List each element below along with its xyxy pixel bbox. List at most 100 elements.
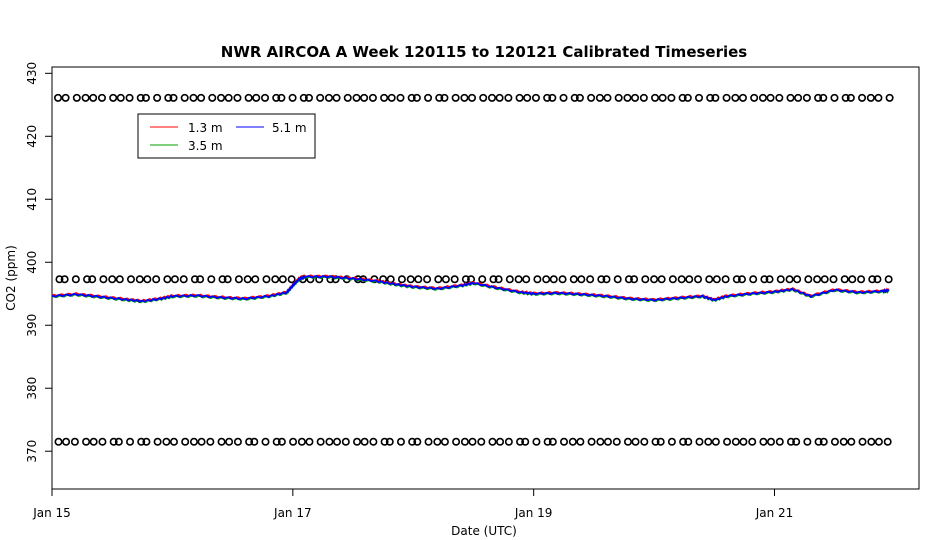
reference-point: [478, 275, 487, 284]
reference-point: [495, 93, 504, 102]
reference-point: [874, 437, 883, 446]
reference-point: [587, 437, 596, 446]
reference-point: [262, 275, 271, 284]
reference-point: [450, 275, 459, 284]
reference-point: [685, 275, 694, 284]
reference-point: [829, 275, 838, 284]
reference-point: [543, 437, 552, 446]
reference-point: [750, 93, 759, 102]
reference-point: [137, 437, 146, 446]
reference-point: [575, 93, 584, 102]
reference-point: [316, 437, 325, 446]
reference-point: [89, 437, 98, 446]
reference-point: [406, 275, 415, 284]
reference-point: [316, 93, 325, 102]
reference-point: [813, 275, 822, 284]
reference-point: [278, 275, 287, 284]
reference-point: [163, 275, 172, 284]
reference-point: [706, 93, 715, 102]
reference-point: [839, 437, 848, 446]
reference-point: [760, 275, 769, 284]
reference-point: [224, 93, 233, 102]
reference-point: [352, 93, 361, 102]
reference-point: [523, 93, 532, 102]
reference-point: [548, 93, 557, 102]
reference-point: [602, 275, 611, 284]
reference-point: [181, 437, 190, 446]
reference-point: [641, 275, 650, 284]
reference-point: [867, 437, 876, 446]
reference-point: [396, 93, 405, 102]
reference-point: [233, 93, 242, 102]
reference-point: [424, 437, 433, 446]
x-tick-label: Jan 21: [755, 506, 794, 520]
reference-point: [521, 437, 530, 446]
reference-point: [820, 275, 829, 284]
reference-point: [738, 93, 747, 102]
reference-point: [126, 437, 135, 446]
reference-point: [243, 275, 252, 284]
reference-point: [613, 275, 622, 284]
reference-point: [440, 93, 449, 102]
reference-point: [624, 275, 633, 284]
reference-point: [414, 275, 423, 284]
reference-point: [489, 275, 498, 284]
reference-point: [631, 93, 640, 102]
reference-point: [515, 93, 524, 102]
reference-point: [234, 275, 243, 284]
reference-point: [412, 93, 421, 102]
reference-point: [369, 437, 378, 446]
reference-point: [576, 437, 585, 446]
reference-point: [162, 437, 171, 446]
reference-point: [587, 93, 596, 102]
reference-point: [125, 93, 134, 102]
reference-point: [884, 275, 893, 284]
reference-point: [142, 437, 151, 446]
reference-point: [341, 437, 350, 446]
legend: 1.3 m 3.5 m 5.1 m: [137, 113, 316, 159]
reference-point: [612, 437, 621, 446]
reference-point: [343, 93, 352, 102]
reference-point: [542, 275, 551, 284]
reference-point: [108, 275, 117, 284]
y-tick-label: 420: [25, 125, 39, 148]
reference-point: [297, 437, 306, 446]
x-tick-label: Jan 17: [273, 506, 312, 520]
reference-point: [531, 93, 540, 102]
reference-point: [704, 437, 713, 446]
reference-point: [596, 437, 605, 446]
reference-point: [570, 93, 579, 102]
legend-label-3-5m: 3.5 m: [188, 139, 223, 153]
reference-point: [169, 437, 178, 446]
y-axis-label: CO2 (ppm): [4, 245, 18, 311]
reference-point: [695, 437, 704, 446]
reference-point: [804, 275, 813, 284]
reference-point: [840, 275, 849, 284]
reference-point: [424, 93, 433, 102]
reference-point: [597, 275, 606, 284]
reference-point: [55, 275, 64, 284]
reference-point: [723, 437, 732, 446]
reference-point: [207, 275, 216, 284]
reference-point: [667, 437, 676, 446]
reference-point: [759, 437, 768, 446]
reference-point: [568, 437, 577, 446]
reference-point: [765, 275, 774, 284]
reference-point: [332, 93, 341, 102]
reference-point: [792, 437, 801, 446]
y-axis: 370 380 390 400 410 420 430: [25, 62, 52, 463]
reference-point: [433, 437, 442, 446]
reference-point: [504, 93, 513, 102]
reference-point: [847, 437, 856, 446]
reference-point: [560, 437, 569, 446]
reference-point: [387, 93, 396, 102]
reference-point: [333, 437, 342, 446]
x-tick-label: Jan 15: [32, 506, 71, 520]
legend-label-1-3m: 1.3 m: [188, 121, 223, 135]
reference-point: [380, 93, 389, 102]
plot-frame: [51, 66, 920, 490]
reference-point: [577, 275, 586, 284]
reference-point: [711, 93, 720, 102]
reference-point: [767, 437, 776, 446]
